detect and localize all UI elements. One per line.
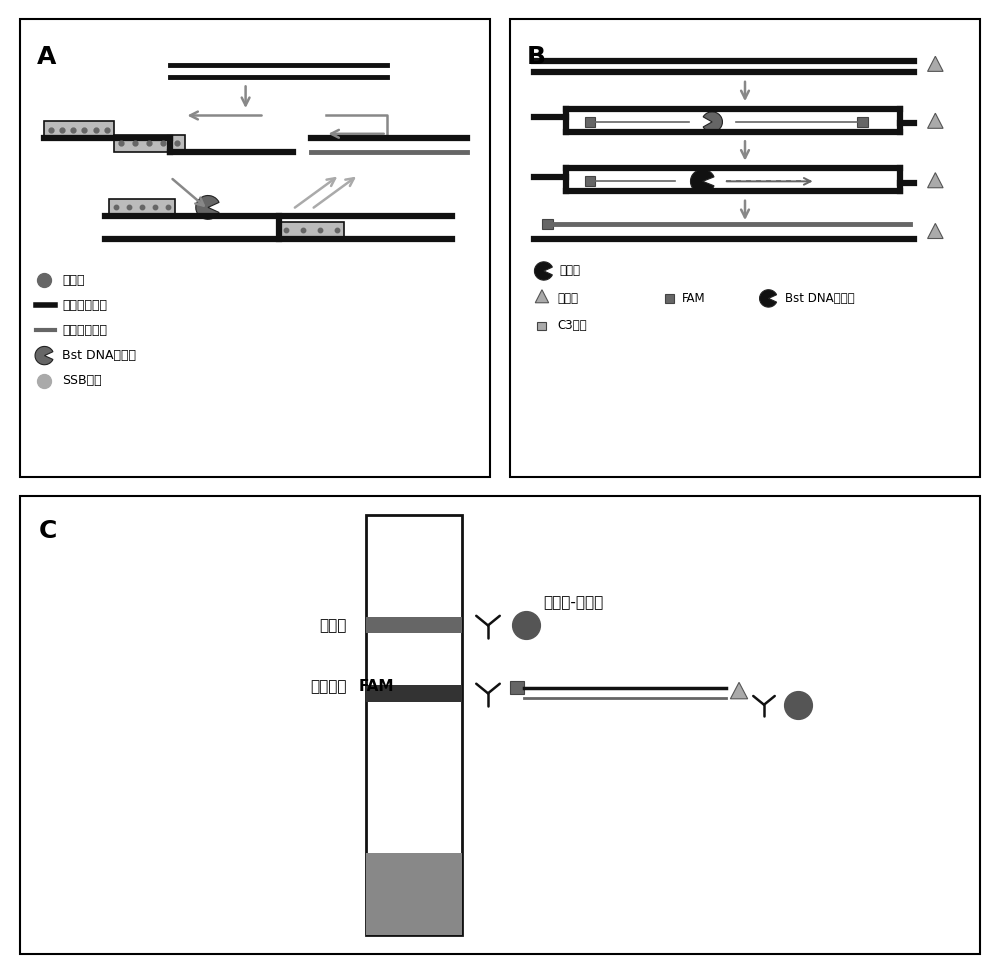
Bar (114, 134, 184, 152)
Bar (510, 681, 524, 695)
Text: 上游通用引物: 上游通用引物 (62, 299, 107, 311)
Bar (109, 198, 175, 216)
Bar (366, 618, 462, 633)
Text: 生物素: 生物素 (557, 292, 578, 305)
Bar (278, 222, 344, 239)
Text: Bst DNA聚合酶: Bst DNA聚合酶 (62, 349, 136, 362)
Text: B: B (526, 45, 545, 69)
Text: 质控线: 质控线 (319, 618, 346, 632)
Text: 亲和素-胶体金: 亲和素-胶体金 (543, 595, 603, 610)
Text: C: C (39, 520, 58, 543)
Bar (585, 176, 595, 187)
Wedge shape (534, 262, 552, 280)
Polygon shape (730, 682, 748, 699)
Text: Bst DNA聚合酶: Bst DNA聚合酶 (785, 292, 855, 305)
Bar (366, 515, 462, 935)
Bar (585, 117, 595, 126)
Bar (366, 685, 462, 703)
Text: FAM: FAM (682, 292, 705, 305)
Bar (857, 117, 868, 126)
Text: A: A (36, 45, 56, 69)
Polygon shape (928, 56, 943, 71)
Bar (537, 321, 546, 330)
Polygon shape (928, 224, 943, 238)
Text: C3封闭: C3封闭 (557, 319, 587, 333)
Bar (542, 219, 553, 229)
Bar (366, 853, 462, 935)
Text: 重组酶: 重组酶 (62, 273, 85, 287)
Wedge shape (35, 346, 53, 365)
Wedge shape (196, 196, 219, 219)
Polygon shape (928, 172, 943, 188)
Wedge shape (760, 290, 777, 307)
Bar (665, 294, 674, 303)
Bar (44, 121, 114, 138)
Text: 修复酶: 修复酶 (559, 265, 580, 277)
Polygon shape (535, 290, 549, 303)
Text: SSB蛋白: SSB蛋白 (62, 375, 102, 387)
Text: FAM: FAM (358, 679, 394, 694)
Text: 检测线：: 检测线： (310, 679, 346, 694)
Wedge shape (703, 112, 722, 132)
Text: 下游通用引物: 下游通用引物 (62, 324, 107, 337)
Polygon shape (928, 113, 943, 128)
Wedge shape (690, 169, 714, 194)
